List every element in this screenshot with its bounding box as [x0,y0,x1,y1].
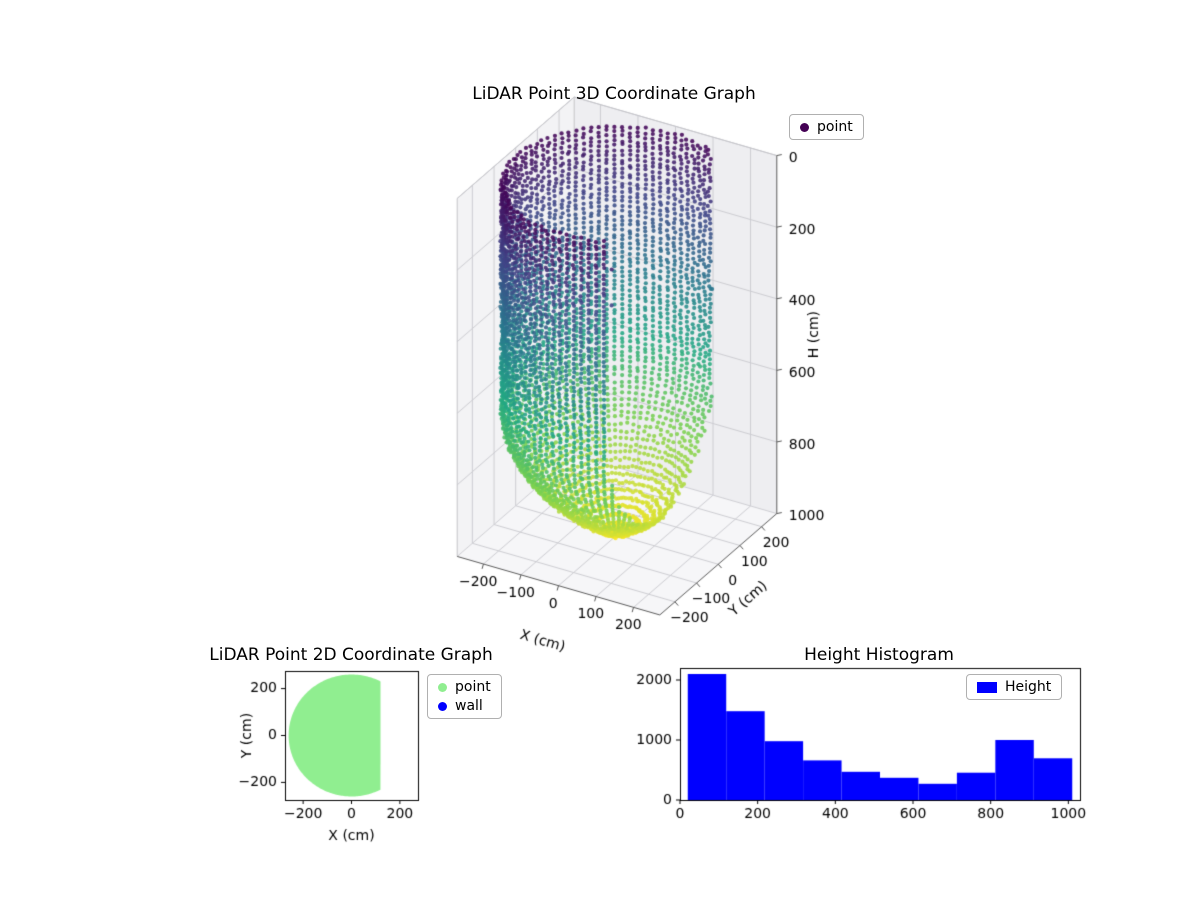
legend-label-point-2d: point [455,679,491,695]
lidar-figure: LiDAR Point 3D Coordinate Graph LiDAR Po… [0,0,1200,900]
wall-marker-icon [438,702,447,711]
legend-label-point-3d: point [817,119,853,135]
legend-entry-wall-2d: wall [438,698,491,714]
plot3d-title: LiDAR Point 3D Coordinate Graph [364,84,864,104]
legend-label-height: Height [1005,679,1051,695]
height-marker-icon [977,682,997,693]
point-marker-icon [800,123,809,132]
plot2d-legend: point wall [427,674,502,719]
hist-legend: Height [966,674,1062,700]
plot3d-legend: point [789,114,864,140]
point-marker-icon [438,683,447,692]
legend-entry-height: Height [977,679,1051,695]
hist-title: Height Histogram [729,645,1029,665]
plots-canvas [0,0,1200,900]
legend-entry-point-2d: point [438,679,491,695]
legend-label-wall-2d: wall [455,698,483,714]
plot2d-title: LiDAR Point 2D Coordinate Graph [201,645,501,665]
legend-entry-point-3d: point [800,119,853,135]
